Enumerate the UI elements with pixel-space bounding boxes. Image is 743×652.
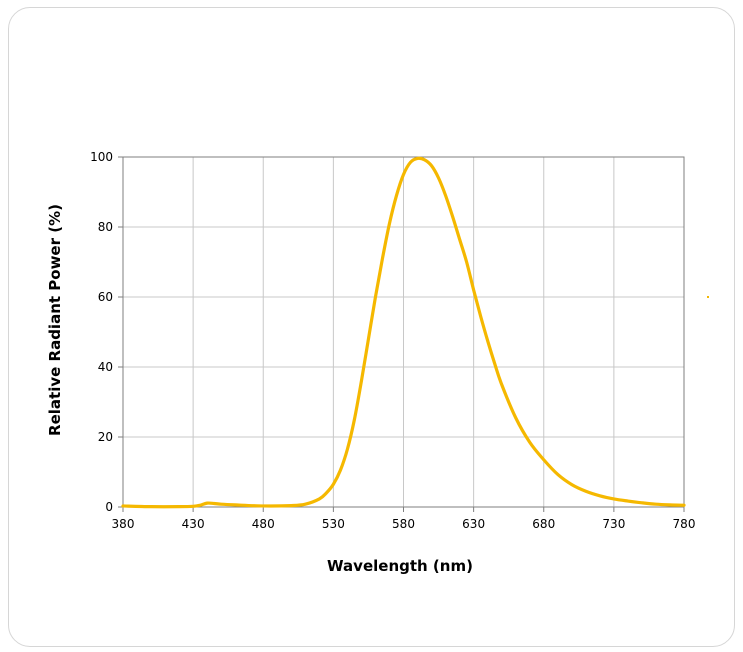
x-axis-ticks: 380 430 480 530 580 630 680 730 780 xyxy=(112,507,696,531)
x-axis-title: Wavelength (nm) xyxy=(327,557,473,575)
y-tick-label: 60 xyxy=(98,290,113,304)
y-axis-title: Relative Radiant Power (%) xyxy=(46,204,64,436)
y-axis-ticks: 0 20 40 60 80 100 xyxy=(90,150,123,514)
spectrum-line xyxy=(121,156,686,509)
x-tick-label: 580 xyxy=(392,517,415,531)
x-tick-label: 380 xyxy=(112,517,135,531)
x-tick-label: 730 xyxy=(602,517,625,531)
y-tick-label: 0 xyxy=(105,500,113,514)
x-tick-label: 780 xyxy=(673,517,696,531)
y-tick-label: 80 xyxy=(98,220,113,234)
y-tick-label: 20 xyxy=(98,430,113,444)
stray-marker xyxy=(707,296,709,298)
x-tick-label: 430 xyxy=(182,517,205,531)
grid-lines xyxy=(123,157,684,507)
x-tick-label: 630 xyxy=(462,517,485,531)
x-tick-label: 480 xyxy=(252,517,275,531)
y-tick-label: 100 xyxy=(90,150,113,164)
y-tick-label: 40 xyxy=(98,360,113,374)
x-tick-label: 680 xyxy=(532,517,555,531)
x-tick-label: 530 xyxy=(322,517,345,531)
